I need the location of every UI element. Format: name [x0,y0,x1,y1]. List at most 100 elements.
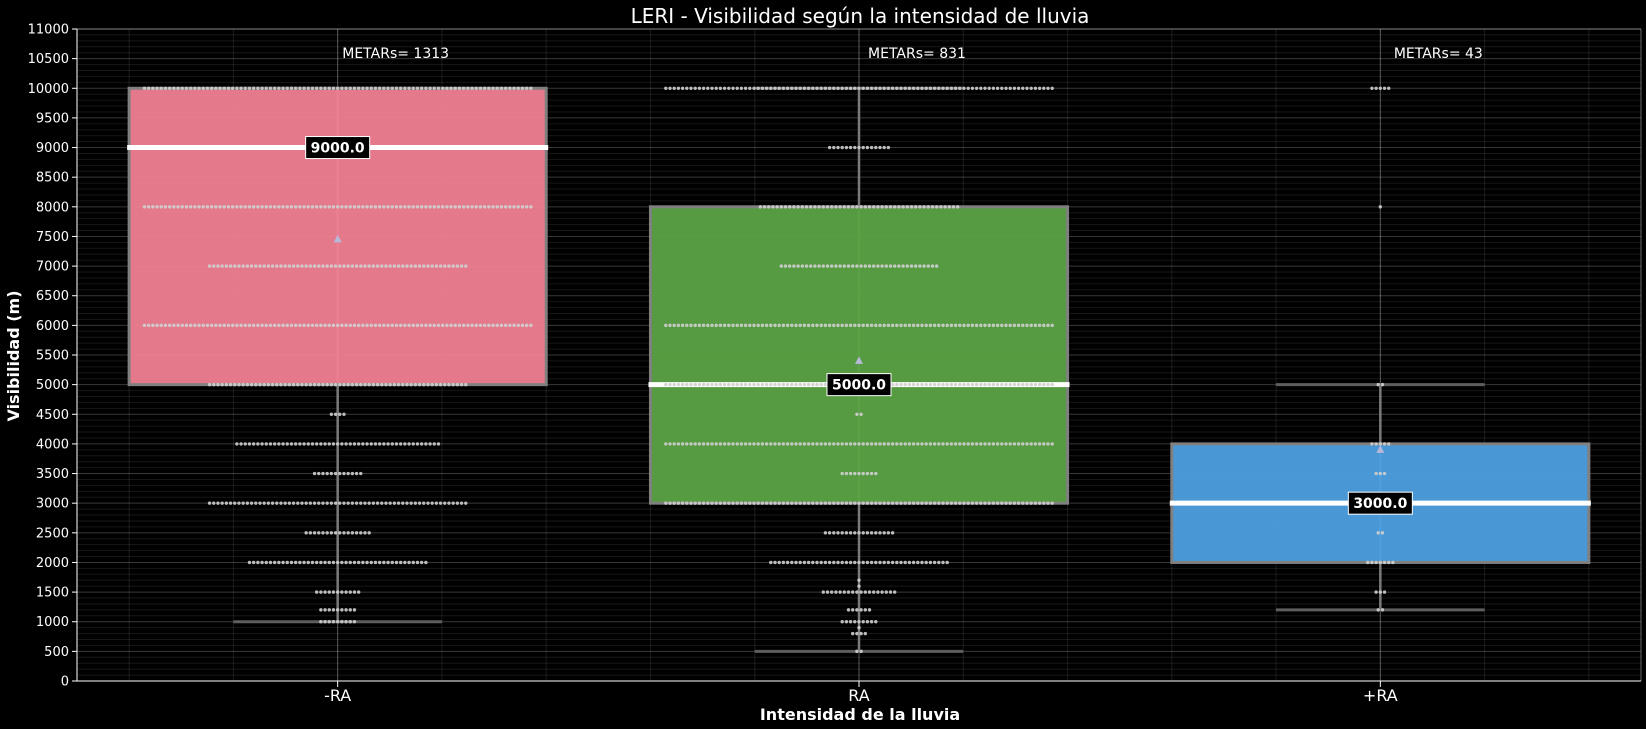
data-point [676,323,681,328]
data-point [899,501,903,505]
data-point [279,382,283,387]
data-point [443,501,447,505]
data-point [842,590,846,594]
data-point [779,205,783,209]
data-point [878,86,882,90]
data-point [905,264,909,268]
median-label-box [1347,491,1413,515]
data-point [773,86,777,90]
data-point [796,264,800,268]
data-point [825,590,830,594]
data-point [256,560,260,565]
data-point [216,382,220,387]
data-point [438,501,443,505]
data-point [863,205,867,209]
data-point [512,205,516,209]
data-point [224,501,229,505]
data-point [1012,86,1017,90]
data-point [857,323,861,328]
data-point [815,323,819,328]
data-point [685,323,689,328]
data-point [411,205,415,209]
data-point [193,86,197,90]
data-point [289,560,294,565]
data-point [262,382,266,387]
data-point [1008,323,1012,328]
data-point [983,442,987,446]
data-point [419,560,424,565]
swarm-points [142,86,1395,654]
data-point [424,86,428,90]
data-point [369,323,373,328]
data-point [1380,382,1385,387]
data-point [333,531,338,535]
data-point [306,442,310,446]
data-point [727,323,731,328]
data-point [447,501,451,505]
data-point [1382,86,1387,90]
data-point [159,205,163,209]
data-point [352,590,357,594]
data-point [859,649,863,654]
data-point [995,382,1000,387]
data-point [1366,560,1370,565]
data-point [392,501,397,505]
data-point [783,205,788,209]
data-point [848,442,853,446]
data-point [962,323,966,328]
data-point [722,442,727,446]
data-point [668,382,672,387]
data-point [434,382,439,387]
data-point [710,86,714,90]
data-point [436,442,441,446]
y-tick-label: 7000 [36,260,69,275]
data-point [289,205,294,209]
data-point [382,560,386,565]
data-point [995,323,1000,328]
data-point [340,323,344,328]
data-point [167,86,172,90]
data-point [207,501,212,505]
data-point [790,323,794,328]
data-point [197,323,201,328]
data-point [281,86,285,90]
data-point [289,86,294,90]
data-point [893,264,897,268]
data-point [344,608,348,612]
data-point [394,560,399,565]
data-point [495,323,499,328]
data-point [743,382,748,387]
data-point [306,205,310,209]
data-point [859,590,863,594]
data-point [424,442,428,446]
data-point [298,560,302,565]
data-point [350,471,355,476]
data-point [270,501,275,505]
data-point [869,442,874,446]
data-point [350,531,355,535]
data-point [188,205,193,209]
data-point [798,86,802,90]
data-point [1016,382,1021,387]
data-point [781,560,786,565]
data-point [838,264,842,268]
data-point [411,86,415,90]
data-point [811,382,815,387]
data-point [176,205,180,209]
data-point [869,560,874,565]
data-point [251,205,256,209]
data-point [300,264,304,268]
data-point [760,86,765,90]
data-point [277,560,281,565]
data-point [233,382,237,387]
data-point [884,205,888,209]
data-point [928,501,933,505]
data-point [317,382,321,387]
data-point [340,608,344,612]
data-point [823,531,828,535]
data-point [407,560,411,565]
data-point [312,264,317,268]
data-point [415,442,420,446]
data-point [672,501,676,505]
data-point [350,264,355,268]
